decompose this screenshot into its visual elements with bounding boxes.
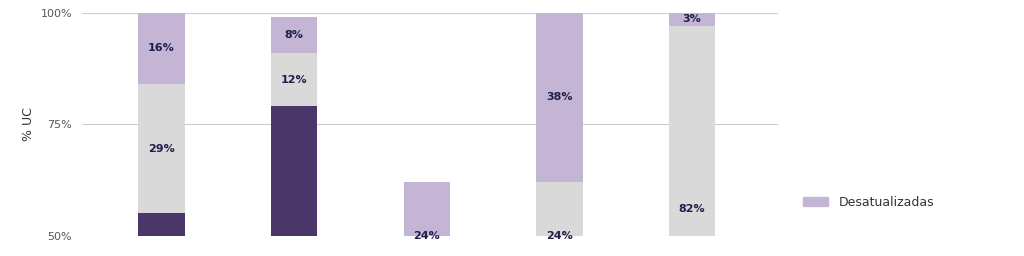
Bar <box>669 13 715 26</box>
Text: 38%: 38% <box>546 92 572 102</box>
Bar <box>403 182 450 256</box>
Bar <box>537 182 583 256</box>
Bar <box>271 17 317 53</box>
Bar <box>537 13 583 182</box>
Bar <box>138 13 184 84</box>
Text: 29%: 29% <box>148 144 175 154</box>
Text: 82%: 82% <box>679 204 706 214</box>
Bar <box>271 106 317 256</box>
Text: 16%: 16% <box>148 44 175 54</box>
Text: 24%: 24% <box>414 230 440 241</box>
Text: 24%: 24% <box>546 230 572 241</box>
Bar <box>138 213 184 256</box>
Text: 12%: 12% <box>281 74 307 85</box>
Text: 8%: 8% <box>285 30 303 40</box>
Bar <box>271 53 317 106</box>
Bar <box>138 84 184 213</box>
Legend: Desatualizadas: Desatualizadas <box>799 191 939 214</box>
Bar <box>669 26 715 256</box>
Y-axis label: % UC: % UC <box>23 107 35 141</box>
Text: 3%: 3% <box>683 15 701 25</box>
